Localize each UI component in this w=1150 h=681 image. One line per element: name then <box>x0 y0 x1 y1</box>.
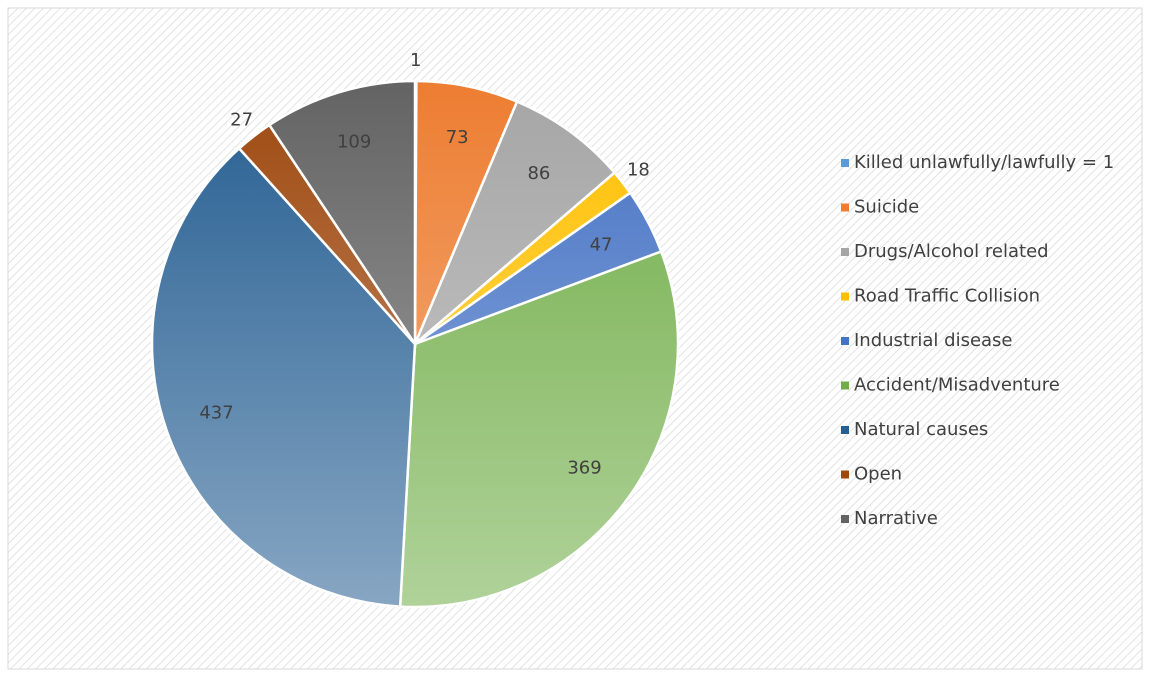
legend-marker <box>841 337 849 345</box>
pie-slice <box>267 79 417 349</box>
data-label: 86 <box>527 163 550 184</box>
legend-marker <box>841 248 849 256</box>
legend-marker <box>841 515 849 523</box>
data-label: 437 <box>199 403 233 424</box>
pie-slice <box>413 99 617 345</box>
legend-label: Suicide <box>854 197 919 218</box>
data-label: 47 <box>590 235 613 256</box>
data-label: 27 <box>230 109 253 130</box>
data-label: 369 <box>567 458 601 479</box>
legend-label: Road Traffic Collision <box>854 286 1040 307</box>
data-label: 18 <box>627 159 650 180</box>
legend-marker <box>841 159 849 167</box>
data-label: 109 <box>337 132 371 153</box>
legend-label: Drugs/Alcohol related <box>854 241 1049 262</box>
legend-label: Open <box>854 464 902 485</box>
legend-label: Industrial disease <box>854 330 1013 351</box>
pie-slice <box>398 249 680 609</box>
legend-label: Narrative <box>854 508 938 529</box>
legend-marker <box>841 426 849 434</box>
legend-label: Killed unlawfully/lawfully = 1 <box>854 152 1114 173</box>
legend-label: Accident/Misadventure <box>854 375 1060 396</box>
pie-slice <box>150 146 417 608</box>
legend-marker <box>841 381 849 390</box>
legend-label: Natural causes <box>854 419 988 440</box>
legend-marker <box>841 203 849 212</box>
legend-marker <box>841 470 849 479</box>
data-label: 1 <box>410 50 421 71</box>
legend-marker <box>841 292 849 301</box>
data-label: 73 <box>446 127 469 148</box>
